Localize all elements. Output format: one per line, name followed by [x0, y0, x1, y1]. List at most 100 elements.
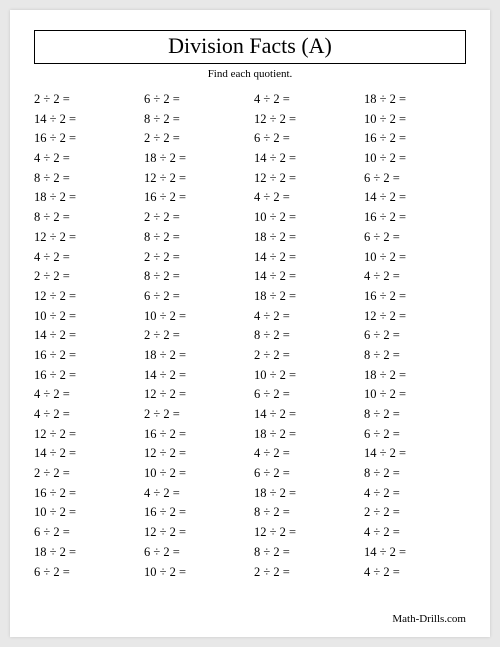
division-problem: 4 ÷ 2 = [254, 446, 356, 461]
division-problem: 6 ÷ 2 = [254, 466, 356, 481]
division-problem: 4 ÷ 2 = [34, 151, 136, 166]
division-problem: 2 ÷ 2 = [144, 328, 246, 343]
division-problem: 4 ÷ 2 = [364, 525, 466, 540]
division-problem: 2 ÷ 2 = [34, 466, 136, 481]
footer-attribution: Math-Drills.com [392, 613, 466, 625]
division-problem: 18 ÷ 2 = [34, 545, 136, 560]
division-problem: 4 ÷ 2 = [144, 486, 246, 501]
division-problem: 8 ÷ 2 = [34, 171, 136, 186]
division-problem: 14 ÷ 2 = [34, 328, 136, 343]
division-problem: 12 ÷ 2 = [144, 171, 246, 186]
division-problem: 14 ÷ 2 = [254, 407, 356, 422]
division-problem: 6 ÷ 2 = [144, 545, 246, 560]
division-problem: 12 ÷ 2 = [144, 387, 246, 402]
division-problem: 16 ÷ 2 = [144, 505, 246, 520]
division-problem: 16 ÷ 2 = [34, 131, 136, 146]
division-problem: 4 ÷ 2 = [34, 250, 136, 265]
division-problem: 6 ÷ 2 = [144, 289, 246, 304]
division-problem: 6 ÷ 2 = [254, 131, 356, 146]
division-problem: 4 ÷ 2 = [254, 190, 356, 205]
division-problem: 4 ÷ 2 = [34, 387, 136, 402]
division-problem: 6 ÷ 2 = [364, 230, 466, 245]
division-problem: 14 ÷ 2 = [34, 446, 136, 461]
division-problem: 12 ÷ 2 = [254, 171, 356, 186]
division-problem: 6 ÷ 2 = [364, 328, 466, 343]
division-problem: 8 ÷ 2 = [364, 348, 466, 363]
problems-grid: 2 ÷ 2 = 6 ÷ 2 = 4 ÷ 2 = 18 ÷ 2 = 14 ÷ 2 = 8 ÷… [34, 92, 466, 580]
division-problem: 12 ÷ 2 = [254, 525, 356, 540]
division-problem: 8 ÷ 2 = [254, 505, 356, 520]
division-problem: 18 ÷ 2 = [254, 427, 356, 442]
division-problem: 8 ÷ 2 = [144, 230, 246, 245]
division-problem: 2 ÷ 2 = [144, 131, 246, 146]
division-problem: 2 ÷ 2 = [34, 269, 136, 284]
division-problem: 6 ÷ 2 = [364, 427, 466, 442]
division-problem: 2 ÷ 2 = [364, 505, 466, 520]
division-problem: 4 ÷ 2 = [364, 565, 466, 580]
division-problem: 8 ÷ 2 = [254, 328, 356, 343]
division-problem: 16 ÷ 2 = [364, 210, 466, 225]
division-problem: 16 ÷ 2 = [364, 289, 466, 304]
division-problem: 2 ÷ 2 = [144, 250, 246, 265]
division-problem: 2 ÷ 2 = [34, 92, 136, 107]
division-problem: 12 ÷ 2 = [254, 112, 356, 127]
division-problem: 8 ÷ 2 = [144, 112, 246, 127]
title-box: Division Facts (A) [34, 30, 466, 64]
division-problem: 16 ÷ 2 = [34, 368, 136, 383]
division-problem: 10 ÷ 2 = [254, 368, 356, 383]
division-problem: 2 ÷ 2 = [254, 565, 356, 580]
division-problem: 4 ÷ 2 = [254, 92, 356, 107]
division-problem: 14 ÷ 2 = [254, 151, 356, 166]
worksheet-page: Division Facts (A) Find each quotient. 2… [10, 10, 490, 637]
division-problem: 12 ÷ 2 = [34, 289, 136, 304]
division-problem: 16 ÷ 2 = [144, 427, 246, 442]
division-problem: 8 ÷ 2 = [144, 269, 246, 284]
division-problem: 10 ÷ 2 = [254, 210, 356, 225]
division-problem: 4 ÷ 2 = [364, 269, 466, 284]
division-problem: 18 ÷ 2 = [144, 151, 246, 166]
division-problem: 12 ÷ 2 = [34, 427, 136, 442]
division-problem: 10 ÷ 2 = [34, 309, 136, 324]
division-problem: 16 ÷ 2 = [34, 348, 136, 363]
division-problem: 18 ÷ 2 = [254, 289, 356, 304]
division-problem: 4 ÷ 2 = [34, 407, 136, 422]
division-problem: 8 ÷ 2 = [364, 466, 466, 481]
division-problem: 16 ÷ 2 = [34, 486, 136, 501]
division-problem: 14 ÷ 2 = [34, 112, 136, 127]
division-problem: 14 ÷ 2 = [364, 190, 466, 205]
division-problem: 8 ÷ 2 = [364, 407, 466, 422]
division-problem: 2 ÷ 2 = [254, 348, 356, 363]
division-problem: 14 ÷ 2 = [144, 368, 246, 383]
division-problem: 12 ÷ 2 = [34, 230, 136, 245]
subtitle: Find each quotient. [34, 68, 466, 80]
division-problem: 10 ÷ 2 = [364, 250, 466, 265]
division-problem: 8 ÷ 2 = [254, 545, 356, 560]
division-problem: 6 ÷ 2 = [144, 92, 246, 107]
division-problem: 12 ÷ 2 = [144, 446, 246, 461]
division-problem: 18 ÷ 2 = [254, 230, 356, 245]
division-problem: 2 ÷ 2 = [144, 210, 246, 225]
division-problem: 10 ÷ 2 = [144, 565, 246, 580]
division-problem: 18 ÷ 2 = [34, 190, 136, 205]
division-problem: 16 ÷ 2 = [364, 131, 466, 146]
division-problem: 10 ÷ 2 = [364, 112, 466, 127]
division-problem: 6 ÷ 2 = [34, 525, 136, 540]
division-problem: 6 ÷ 2 = [254, 387, 356, 402]
division-problem: 2 ÷ 2 = [144, 407, 246, 422]
division-problem: 6 ÷ 2 = [34, 565, 136, 580]
division-problem: 10 ÷ 2 = [364, 151, 466, 166]
division-problem: 10 ÷ 2 = [144, 309, 246, 324]
division-problem: 18 ÷ 2 = [364, 92, 466, 107]
division-problem: 18 ÷ 2 = [144, 348, 246, 363]
page-title: Division Facts (A) [35, 33, 465, 59]
division-problem: 10 ÷ 2 = [34, 505, 136, 520]
division-problem: 18 ÷ 2 = [254, 486, 356, 501]
division-problem: 6 ÷ 2 = [364, 171, 466, 186]
division-problem: 10 ÷ 2 = [364, 387, 466, 402]
division-problem: 10 ÷ 2 = [144, 466, 246, 481]
division-problem: 8 ÷ 2 = [34, 210, 136, 225]
division-problem: 4 ÷ 2 = [254, 309, 356, 324]
division-problem: 16 ÷ 2 = [144, 190, 246, 205]
division-problem: 12 ÷ 2 = [144, 525, 246, 540]
division-problem: 18 ÷ 2 = [364, 368, 466, 383]
